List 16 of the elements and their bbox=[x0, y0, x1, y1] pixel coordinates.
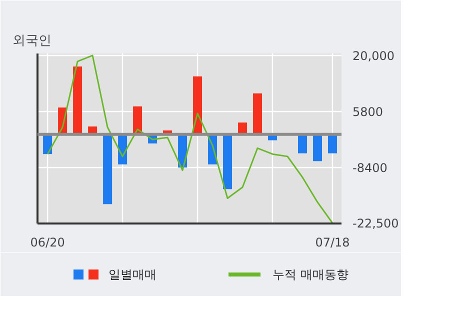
y-tick-label: -22,500 bbox=[352, 216, 399, 231]
bar bbox=[298, 134, 308, 154]
legend-label: 누적 매매동향 bbox=[272, 268, 348, 282]
bar bbox=[328, 134, 337, 154]
chart-title: 외국인 bbox=[12, 34, 52, 48]
bar bbox=[103, 134, 112, 204]
x-tick-label: 07/18 bbox=[315, 236, 350, 250]
bar bbox=[73, 66, 82, 134]
bar bbox=[313, 134, 322, 162]
x-tick-label: 06/20 bbox=[30, 236, 65, 250]
bar bbox=[223, 134, 232, 190]
legend-label: 일별매매 bbox=[108, 268, 156, 282]
y-tick-label: 5800 bbox=[352, 104, 384, 119]
y-tick-label: 20,000 bbox=[352, 48, 394, 63]
bar bbox=[253, 93, 262, 134]
y-tick-label: -8400 bbox=[352, 160, 388, 175]
